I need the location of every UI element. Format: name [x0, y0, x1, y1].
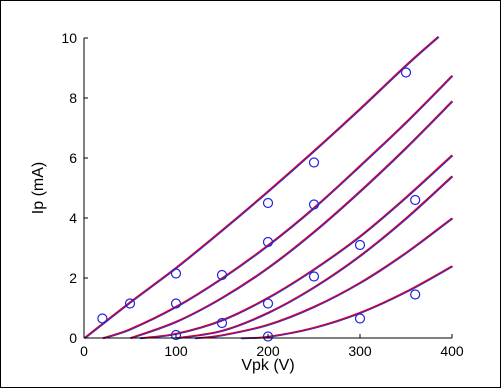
series-5-point-1	[354, 313, 366, 324]
series-7-model-line	[129, 100, 453, 339]
series-3-point-2	[216, 317, 228, 329]
x-tick-label-300: 300	[348, 343, 372, 359]
x-tick-label-400: 400	[440, 343, 464, 359]
series-3-point-4	[308, 271, 320, 282]
series-4-measured-line	[195, 218, 454, 340]
series-lines	[83, 36, 454, 340]
series-2-point-4	[308, 199, 320, 210]
series-1-measured-line	[84, 36, 440, 340]
series-4-model-line	[194, 217, 453, 339]
series-1-point-3	[170, 268, 182, 279]
series-5-model-line	[240, 265, 453, 339]
series-7-measured-line	[130, 101, 454, 340]
x-axis-label: Vpk (V)	[241, 357, 294, 374]
series-5-point-2	[410, 289, 421, 300]
series-6-measured-line	[176, 176, 454, 340]
y-tick-label-8: 8	[69, 90, 77, 106]
series-markers	[97, 67, 421, 342]
series-2-point-1	[170, 298, 182, 309]
plot-background	[84, 38, 452, 338]
series-5-measured-line	[241, 266, 454, 340]
series-2-measured-line	[102, 75, 454, 340]
y-axis-label: Ip (mA)	[30, 162, 47, 214]
y-tick-label-0: 0	[69, 330, 77, 346]
series-4-point-1	[262, 331, 274, 342]
series-1-point-1	[97, 313, 108, 324]
series-3-point-5	[354, 239, 366, 251]
series-1-point-2	[124, 298, 136, 309]
series-1-point-5	[308, 157, 320, 168]
series-1-point-4	[262, 197, 274, 209]
x-tick-label-100: 100	[164, 343, 188, 359]
y-tick-label-10: 10	[61, 30, 77, 46]
series-2-point-3	[262, 236, 274, 248]
series-2-model-line	[102, 75, 453, 339]
series-3-point-3	[262, 298, 274, 309]
series-3-point-1	[170, 329, 182, 341]
y-tick-label-4: 4	[69, 210, 77, 226]
series-2-point-2	[216, 269, 228, 281]
x-tick-label-0: 0	[80, 343, 88, 359]
series-1-model-line	[83, 36, 439, 339]
x-tick-label-200: 200	[256, 343, 280, 359]
ticks: 0 100 200 300 400 0 2 4 6 8 10	[61, 30, 463, 359]
series-6-model-line	[175, 175, 453, 339]
series-6-point-1	[410, 194, 421, 206]
series-1-point-6	[400, 67, 412, 78]
y-tick-label-2: 2	[69, 270, 77, 286]
y-tick-label-6: 6	[69, 150, 77, 166]
